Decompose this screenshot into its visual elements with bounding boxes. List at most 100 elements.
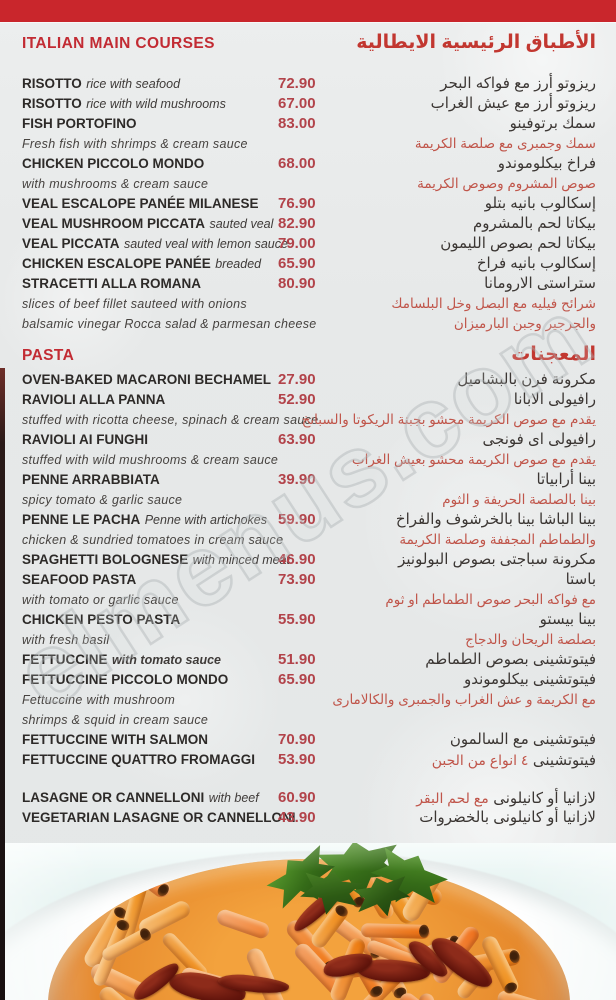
item-description: stuffed with wild mushrooms & cream sauc… [22, 450, 278, 470]
item-name: OVEN-BAKED MACARONI BECHAMEL [22, 372, 271, 387]
item-text-en: FETTUCCINE PICCOLO MONDO [22, 670, 228, 690]
menu-item-row: SPAGHETTI BOLOGNESE with minced meat 46.9… [0, 550, 616, 570]
item-name: RAVIOLI ALLA PANNA [22, 392, 166, 407]
item-description-ar: والطماطم المجففة وصلصة الكريمة [399, 530, 596, 550]
item-name: VEAL ESCALOPE PANÉE MILANESE [22, 196, 259, 211]
item-name-arabic: ستراستى الارومانا [484, 275, 596, 292]
menu-item-row: RISOTTO rice with wild mushrooms 67.00 ريز… [0, 94, 616, 114]
item-name-arabic: بينا بيستو [539, 611, 596, 628]
item-name-arabic: مكرونة فرن بالبشاميل [457, 371, 596, 388]
item-description-text: stuffed with ricotta cheese, spinach & c… [22, 413, 319, 427]
item-text-en: VEAL PICCATA sauted veal with lemon sauc… [22, 234, 288, 254]
item-name-arabic: ريزوتو أرز مع فواكه البحر [440, 75, 596, 92]
menu-sections: ITALIAN MAIN COURSES الأطباق الرئيسية الا… [0, 22, 616, 828]
menu-item-row: STRACETTI ALLA ROMANA 80.90 ستراستى الاروم… [0, 274, 616, 294]
item-name-arabic: فيتوتشينى بيكلوموندو [463, 671, 596, 688]
item-text-ar: لازانيا أو كانيلونى بالخضروات [419, 808, 596, 828]
item-description: Fettuccine with mushroom [22, 690, 175, 710]
item-text-ar: باستا [566, 570, 596, 590]
item-price: 53.90 [278, 751, 316, 768]
item-description-text: with mushrooms & cream sauce [22, 177, 209, 191]
item-price: 51.90 [278, 651, 316, 668]
item-text-ar: مكرونة سباجتى بصوص البولونيز [398, 550, 596, 570]
menu-item-sub-row: Fettuccine with mushroom مع الكريمة و عش … [0, 690, 616, 710]
item-price: 79.00 [278, 235, 316, 252]
item-description-arabic: يقدم مع صوص الكريمة محشو بجبنة الريكوتا … [301, 412, 596, 427]
item-name-arabic: بينا أرابياتا [536, 471, 596, 488]
item-text-ar: فيتوتشينى بيكلوموندو [464, 670, 596, 690]
item-desc: with beef [208, 791, 259, 805]
item-name-arabic: إسكالوب بانيه بتلو [484, 195, 596, 212]
item-name-arabic: لازانيا أو كانيلونى بالخضروات [419, 809, 596, 826]
item-description-arabic: بصلصة الريحان والدجاج [465, 632, 596, 647]
menu-item-row: CHICKEN PICCOLO MONDO 68.00 فراخ بيكلوموند… [0, 154, 616, 174]
menu-item-row: RAVIOLI ALLA PANNA 52.90 رافيولى الابانا [0, 390, 616, 410]
item-text-ar: بينا الباشا بينا بالخرشوف والفراخ [396, 510, 596, 530]
item-name: FETTUCCINE WITH SALMON [22, 732, 208, 747]
menu-item-sub-row: with mushrooms & cream sauce صوص المشروم … [0, 174, 616, 194]
item-text-en: FETTUCCINE WITH SALMON [22, 730, 208, 750]
item-text-en: STRACETTI ALLA ROMANA [22, 274, 201, 294]
item-name-arabic: بينا الباشا بينا بالخرشوف والفراخ [395, 511, 596, 528]
item-desc: with minced meat [192, 553, 290, 567]
item-price: 46.90 [278, 551, 316, 568]
item-description-text: Fettuccine with mushroom [22, 693, 176, 707]
item-name: SPAGHETTI BOLOGNESE [22, 552, 189, 567]
item-text-en: PENNE ARRABBIATA [22, 470, 160, 490]
item-price: 76.90 [278, 195, 316, 212]
menu-item-row: PENNE ARRABBIATA 39.90 بينا أرابياتا [0, 470, 616, 490]
item-name-arabic: ريزوتو أرز مع عيش الغراب [430, 95, 596, 112]
item-name: PENNE LE PACHA [22, 512, 141, 527]
penne-piece [417, 991, 447, 1000]
item-name-arabic: لازانيا أو كانيلونى [493, 790, 596, 807]
item-desc: sauted veal with lemon sauce [123, 237, 288, 251]
item-name: FISH PORTOFINO [22, 116, 137, 131]
item-text-en: VEGETARIAN LASAGNE OR CANNELLONI [22, 808, 296, 828]
menu-item-row: CHICKEN PESTO PASTA 55.90 بينا بيستو [0, 610, 616, 630]
menu-item-sub-row: balsamic vinegar Rocca salad & parmesan … [0, 314, 616, 334]
item-description: Fresh fish with shrimps & cream sauce [22, 134, 248, 154]
item-description: stuffed with ricotta cheese, spinach & c… [22, 410, 318, 430]
item-desc: rice with seafood [86, 77, 181, 91]
item-name: CHICKEN PICCOLO MONDO [22, 156, 205, 171]
item-price: 72.90 [278, 75, 316, 92]
menu-item-sub-row: stuffed with wild mushrooms & cream sauc… [0, 450, 616, 470]
item-description-text: with fresh basil [22, 633, 110, 647]
item-price: 59.90 [278, 511, 316, 528]
item-text-en: CHICKEN PESTO PASTA [22, 610, 180, 630]
item-description: with tomato or garlic sauce [22, 590, 179, 610]
item-description-ar: صوص المشروم وصوص الكريمة [417, 174, 596, 194]
item-name-arabic: رافيولى الابانا [513, 391, 596, 408]
item-text-en: FISH PORTOFINO [22, 114, 137, 134]
item-price: 68.00 [278, 155, 316, 172]
menu-item-sub-row: slices of beef fillet sauteed with onion… [0, 294, 616, 314]
item-description-text: shrimps & squid in cream sauce [22, 713, 209, 727]
menu-item-row: PENNE LE PACHA Penne with artichokes 59.9… [0, 510, 616, 530]
item-price: 65.90 [278, 255, 316, 272]
item-name-arabic: مكرونة سباجتى بصوص البولونيز [398, 551, 596, 568]
item-text-en: RAVIOLI AI FUNGHI [22, 430, 148, 450]
item-description-arabic: سمك وجمبرى مع صلصة الكريمة [414, 136, 596, 151]
item-text-en: FETTUCCINE QUATTRO FROMAGGI [22, 750, 255, 770]
item-description-arabic: شرائح فيليه مع البصل وخل البلسامك [391, 296, 596, 311]
item-description-ar: والجرجير وجبن البارميزان [454, 314, 596, 334]
item-text-ar: ستراستى الارومانا [484, 274, 596, 294]
item-description-text: Fresh fish with shrimps & cream sauce [22, 137, 248, 151]
item-text-en: CHICKEN PICCOLO MONDO [22, 154, 204, 174]
item-text-en: PENNE LE PACHA Penne with artichokes [22, 510, 267, 530]
item-price: 67.00 [278, 95, 316, 112]
item-desc-arabic: مع لحم البقر [416, 790, 489, 806]
item-text-ar: بيكاتا لحم بالمشروم [473, 214, 596, 234]
item-text-en: OVEN-BAKED MACARONI BECHAMEL [22, 370, 271, 390]
item-desc-arabic: ٤ انواع من الجبن [431, 752, 529, 768]
item-text-en: VEAL ESCALOPE PANÉE MILANESE [22, 194, 259, 214]
item-name: VEAL MUSHROOM PICCATA [22, 216, 206, 231]
item-description-arabic: بينا بالصلصة الحريفة و الثوم [442, 492, 596, 507]
menu-item-sub-row: with tomato or garlic sauce مع فواكه البح… [0, 590, 616, 610]
item-description-text: stuffed with wild mushrooms & cream sauc… [22, 453, 279, 467]
item-text-ar: ريزوتو أرز مع عيش الغراب [431, 94, 596, 114]
item-description-arabic: مع الكريمة و عش الغراب والجمبرى والكالام… [332, 692, 596, 707]
item-name: LASAGNE OR CANNELLONI [22, 790, 205, 805]
item-desc: sauted veal [209, 217, 274, 231]
item-price: 27.90 [278, 371, 316, 388]
